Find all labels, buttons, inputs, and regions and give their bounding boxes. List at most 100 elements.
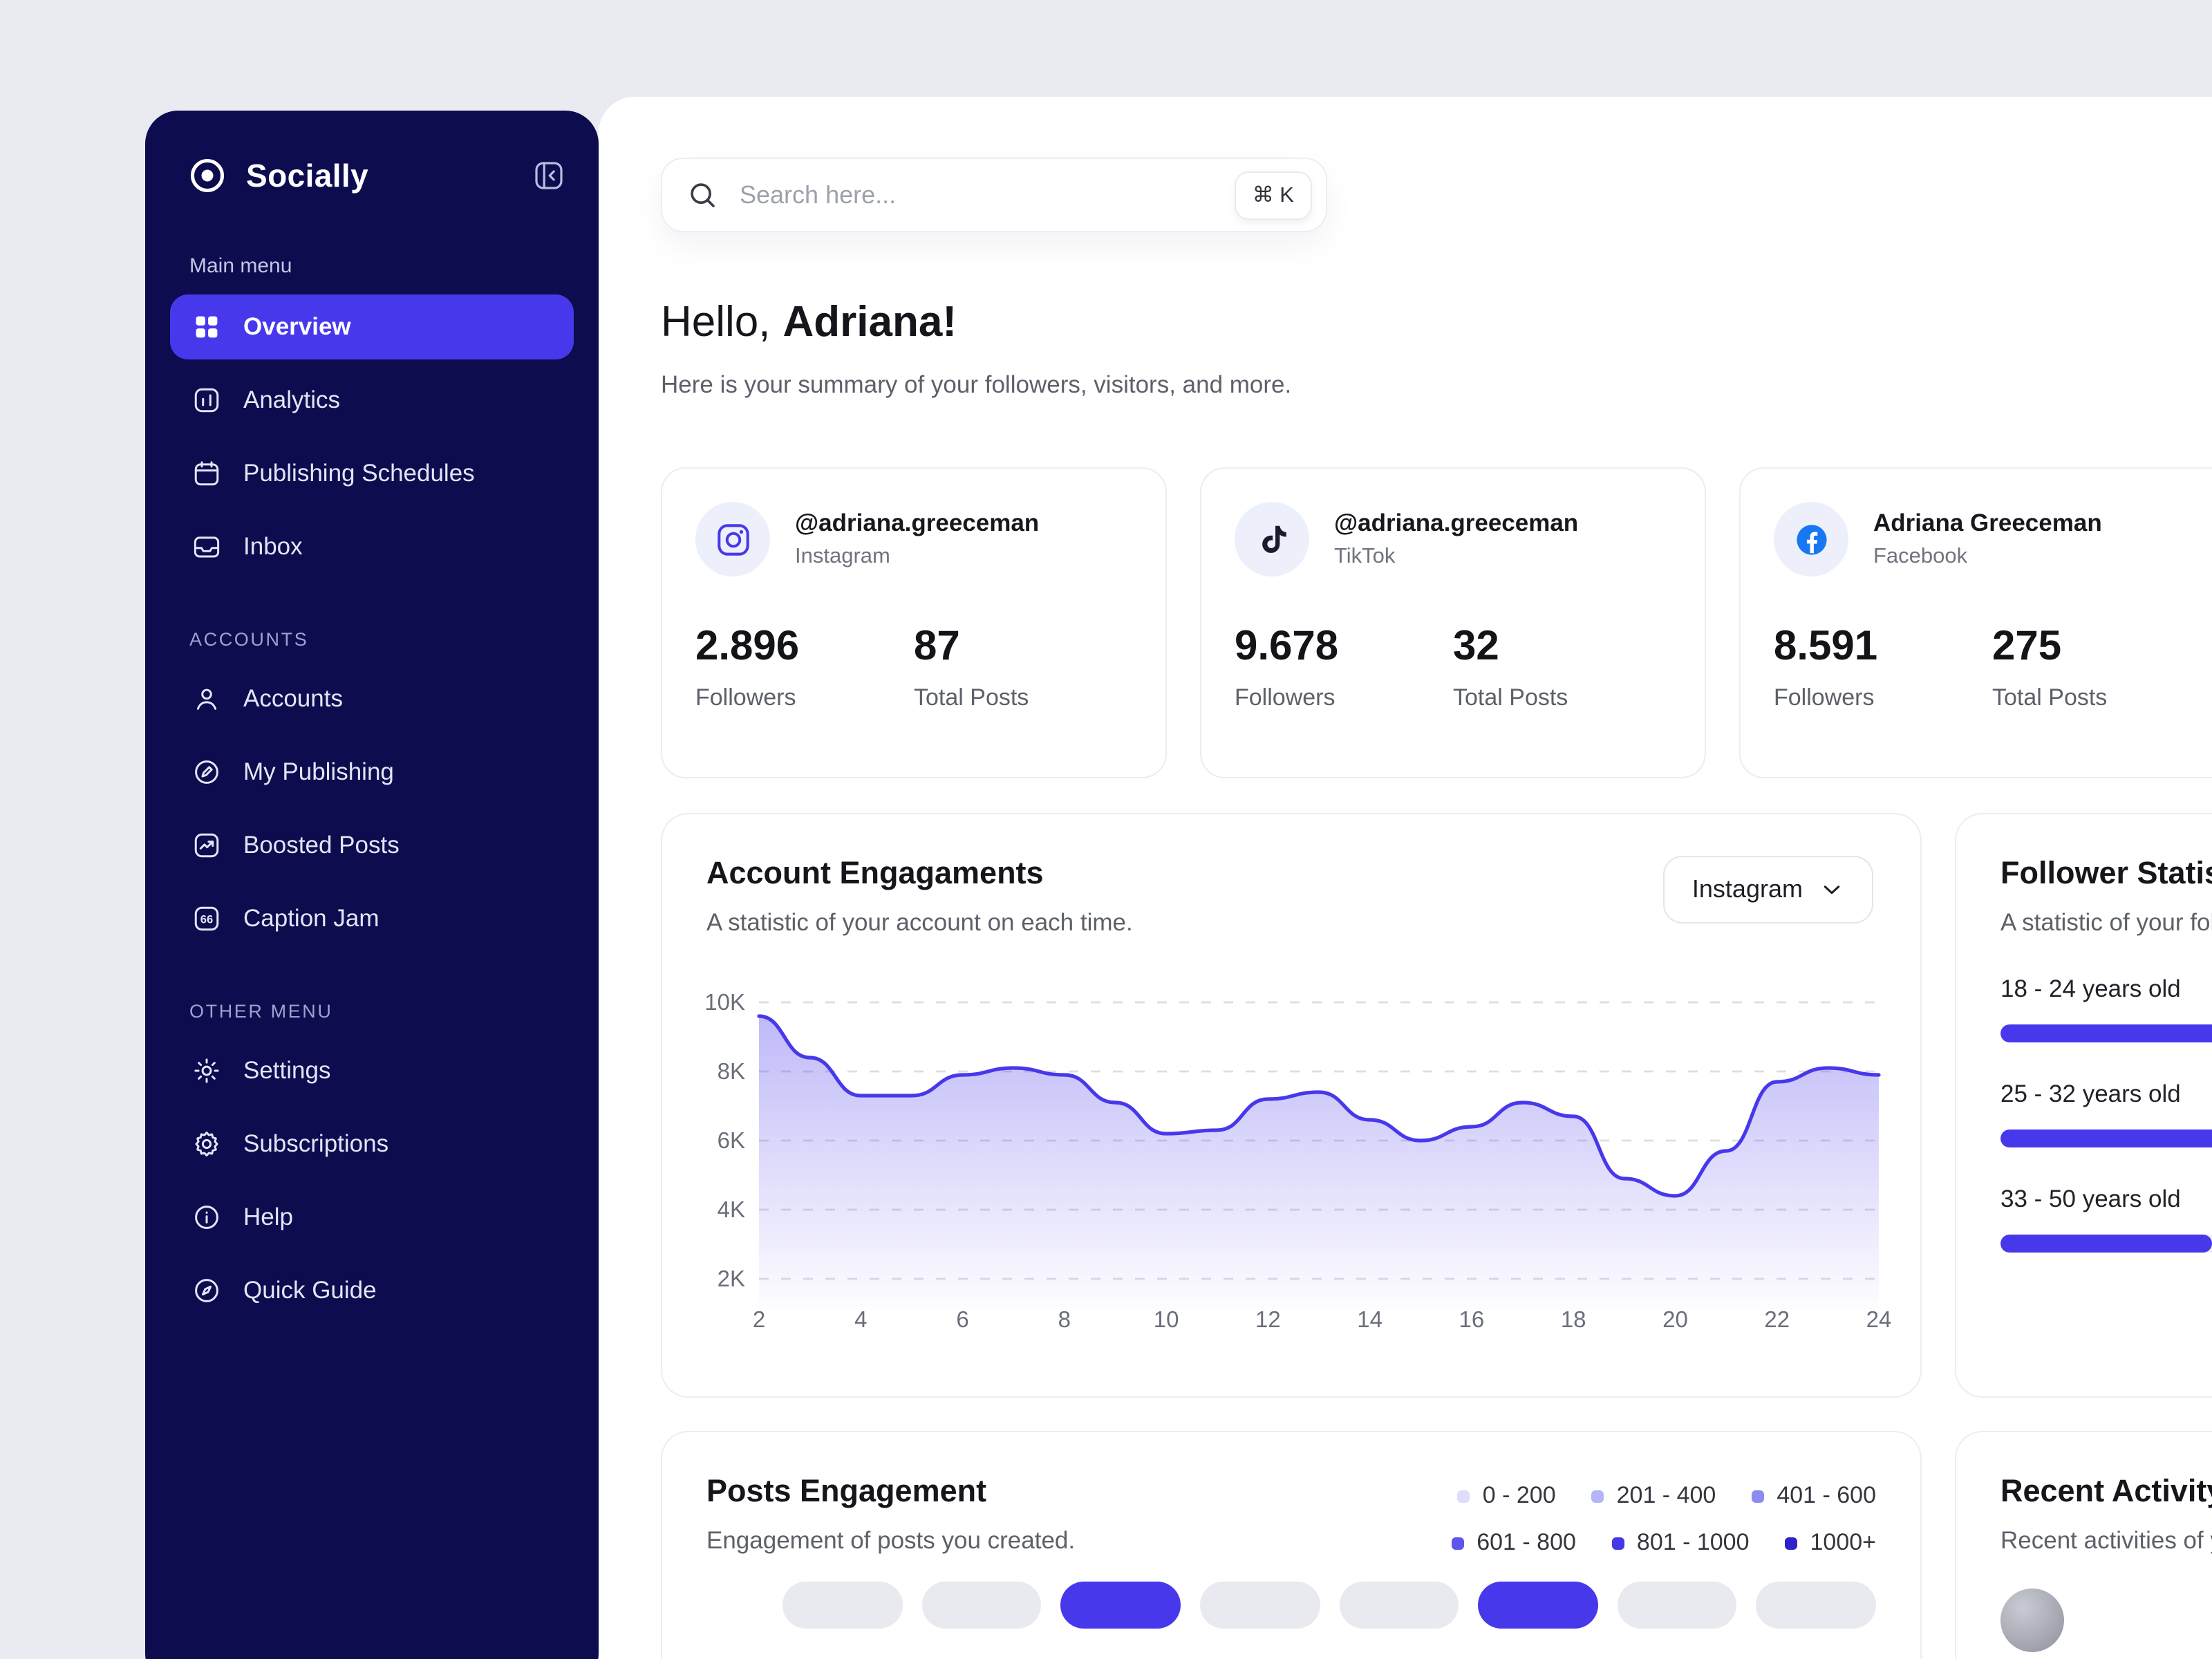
- sidebar-item-inbox[interactable]: Inbox: [170, 514, 574, 579]
- legend-item-0-200: 0 - 200: [1457, 1482, 1556, 1510]
- nav-other-group: Settings Subscriptions Help Quick Guide: [145, 1038, 599, 1323]
- stat-card-numbers: 9.678 Followers 32 Total Posts: [1235, 624, 1671, 712]
- greeting-hello: Hello,: [661, 297, 771, 346]
- posts-engagement-card: Posts Engagement Engagement of posts you…: [661, 1431, 1922, 1659]
- posts-engagement-title: Posts Engagement: [706, 1474, 987, 1508]
- engagement-cell: [782, 1582, 903, 1629]
- posts-label: Total Posts: [914, 684, 1029, 711]
- sidebar-item-quick-guide[interactable]: Quick Guide: [170, 1258, 574, 1323]
- legend-item-801-1000: 801 - 1000: [1611, 1529, 1750, 1557]
- svg-text:4K: 4K: [718, 1197, 745, 1222]
- svg-text:10K: 10K: [704, 989, 745, 1015]
- follower-bar-track: [2000, 1235, 2212, 1253]
- sidebar: Socially Main menu Overview Analytics Publ…: [145, 111, 599, 1659]
- legend-dot-icon: [1591, 1490, 1604, 1502]
- recent-activity-avatar: [2000, 1588, 2064, 1652]
- legend-dot-icon: [1785, 1537, 1798, 1549]
- legend-dot-icon: [1457, 1490, 1470, 1502]
- instagram-icon: [695, 502, 770, 577]
- stat-card-instagram: @adriana.greeceman Instagram 2.896 Follower…: [661, 467, 1167, 778]
- legend-dot-icon: [1452, 1537, 1465, 1549]
- engagement-cell: [1060, 1582, 1181, 1629]
- posts-label: Total Posts: [1453, 684, 1568, 711]
- sidebar-item-label: Subscriptions: [243, 1130, 389, 1157]
- accounts-section-label: ACCOUNTS: [189, 629, 309, 650]
- stat-card-header: Adriana Greeceman Facebook: [1774, 502, 2211, 577]
- posts-engagement-subtitle: Engagement of posts you created.: [706, 1526, 1076, 1554]
- search-shortcut-badge: ⌘ K: [1234, 171, 1312, 219]
- sidebar-item-label: Accounts: [243, 684, 343, 712]
- sidebar-item-subscriptions[interactable]: Subscriptions: [170, 1112, 574, 1177]
- stat-card-numbers: 8.591 Followers 275 Total Posts: [1774, 624, 2211, 712]
- sidebar-collapse-icon[interactable]: [532, 159, 565, 192]
- account-handle: @adriana.greeceman: [795, 509, 1040, 536]
- main-menu-label: Main menu: [189, 254, 292, 278]
- svg-text:8K: 8K: [718, 1058, 745, 1084]
- follower-bar-fill: [2000, 1235, 2212, 1253]
- page-greeting: Hello, Adriana!: [661, 297, 957, 347]
- sidebar-item-label: Help: [243, 1203, 293, 1230]
- sidebar-item-label: Publishing Schedules: [243, 459, 475, 487]
- posts-count: 32: [1453, 624, 1499, 669]
- engagement-cell: [921, 1582, 1042, 1629]
- follower-groups: 18 - 24 years old 25 - 32 years old 33 - 5…: [2000, 975, 2212, 1253]
- posts-label: Total Posts: [1992, 684, 2108, 711]
- sidebar-item-caption-jam[interactable]: 66 Caption Jam: [170, 886, 574, 951]
- sidebar-item-label: Quick Guide: [243, 1276, 377, 1304]
- other-section-label: OTHER MENU: [189, 1001, 333, 1022]
- sidebar-item-label: My Publishing: [243, 758, 394, 785]
- platform-dropdown-value: Instagram: [1691, 875, 1803, 903]
- platform-name: TikTok: [1334, 545, 1396, 568]
- legend-label: 201 - 400: [1616, 1482, 1716, 1508]
- follower-bar-track: [2000, 1024, 2212, 1042]
- sidebar-item-label: Boosted Posts: [243, 831, 400, 859]
- sidebar-header: Socially: [145, 111, 599, 196]
- follower-group-33-50-years-old: 33 - 50 years old: [2000, 1185, 2212, 1253]
- engagement-cell: [1199, 1582, 1320, 1629]
- svg-text:6K: 6K: [718, 1127, 745, 1153]
- sidebar-item-publishing-schedules[interactable]: Publishing Schedules: [170, 441, 574, 506]
- follower-bar-fill: [2000, 1130, 2212, 1147]
- follower-group-label: 25 - 32 years old: [2000, 1080, 2181, 1107]
- follower-title: Follower Statistic: [2000, 856, 2212, 890]
- brand-name: Socially: [246, 157, 369, 193]
- engagement-title: Account Engagaments: [706, 856, 1044, 890]
- account-engagement-card: Account Engagaments A statistic of your …: [661, 813, 1922, 1398]
- followers-label: Followers: [1774, 684, 1875, 711]
- sidebar-item-settings[interactable]: Settings: [170, 1038, 574, 1103]
- recent-activity-card: Recent Activity Recent activities of you…: [1955, 1431, 2212, 1659]
- posts-count: 87: [914, 624, 960, 669]
- platform-dropdown[interactable]: Instagram: [1662, 856, 1873, 924]
- sidebar-item-label: Analytics: [243, 386, 341, 413]
- stat-card-facebook: Adriana Greeceman Facebook 8.591 Followers 2…: [1739, 467, 2212, 778]
- follower-bar-track: [2000, 1130, 2212, 1147]
- socially-logo-icon: [187, 155, 228, 196]
- posts-engagement-cells: [782, 1582, 1876, 1629]
- follower-group-label: 33 - 50 years old: [2000, 1185, 2181, 1212]
- engagement-cell: [1478, 1582, 1598, 1629]
- sidebar-item-help[interactable]: Help: [170, 1185, 574, 1250]
- follower-group-18-24-years-old: 18 - 24 years old: [2000, 975, 2212, 1042]
- tiktok-icon: [1235, 502, 1309, 577]
- sidebar-item-my-publishing[interactable]: My Publishing: [170, 740, 574, 805]
- sidebar-item-label: Caption Jam: [243, 904, 379, 932]
- sidebar-item-accounts[interactable]: Accounts: [170, 666, 574, 731]
- legend-item-201-400: 201 - 400: [1591, 1482, 1716, 1510]
- sidebar-item-boosted-posts[interactable]: Boosted Posts: [170, 813, 574, 878]
- sidebar-item-analytics[interactable]: Analytics: [170, 368, 574, 433]
- account-handle: @adriana.greeceman: [1334, 509, 1579, 536]
- calendar-icon: [192, 459, 221, 488]
- posts-engagement-legend: 0 - 200 201 - 400 401 - 600 601 - 800 801 - …: [1323, 1482, 1876, 1557]
- legend-dot-icon: [1752, 1490, 1765, 1502]
- nav-main-group: Overview Analytics Publishing Schedules Inb…: [145, 294, 599, 579]
- legend-label: 601 - 800: [1477, 1529, 1576, 1555]
- gear-icon: [192, 1056, 221, 1085]
- sidebar-item-label: Overview: [243, 312, 351, 340]
- sidebar-item-overview[interactable]: Overview: [170, 294, 574, 359]
- recent-activity-subtitle: Recent activities of your account.: [2000, 1526, 2212, 1554]
- search-input[interactable]: [737, 179, 1235, 211]
- engagement-subtitle: A statistic of your account on each time…: [706, 908, 1133, 936]
- legend-label: 801 - 1000: [1636, 1529, 1750, 1555]
- quote-icon: 66: [192, 904, 221, 933]
